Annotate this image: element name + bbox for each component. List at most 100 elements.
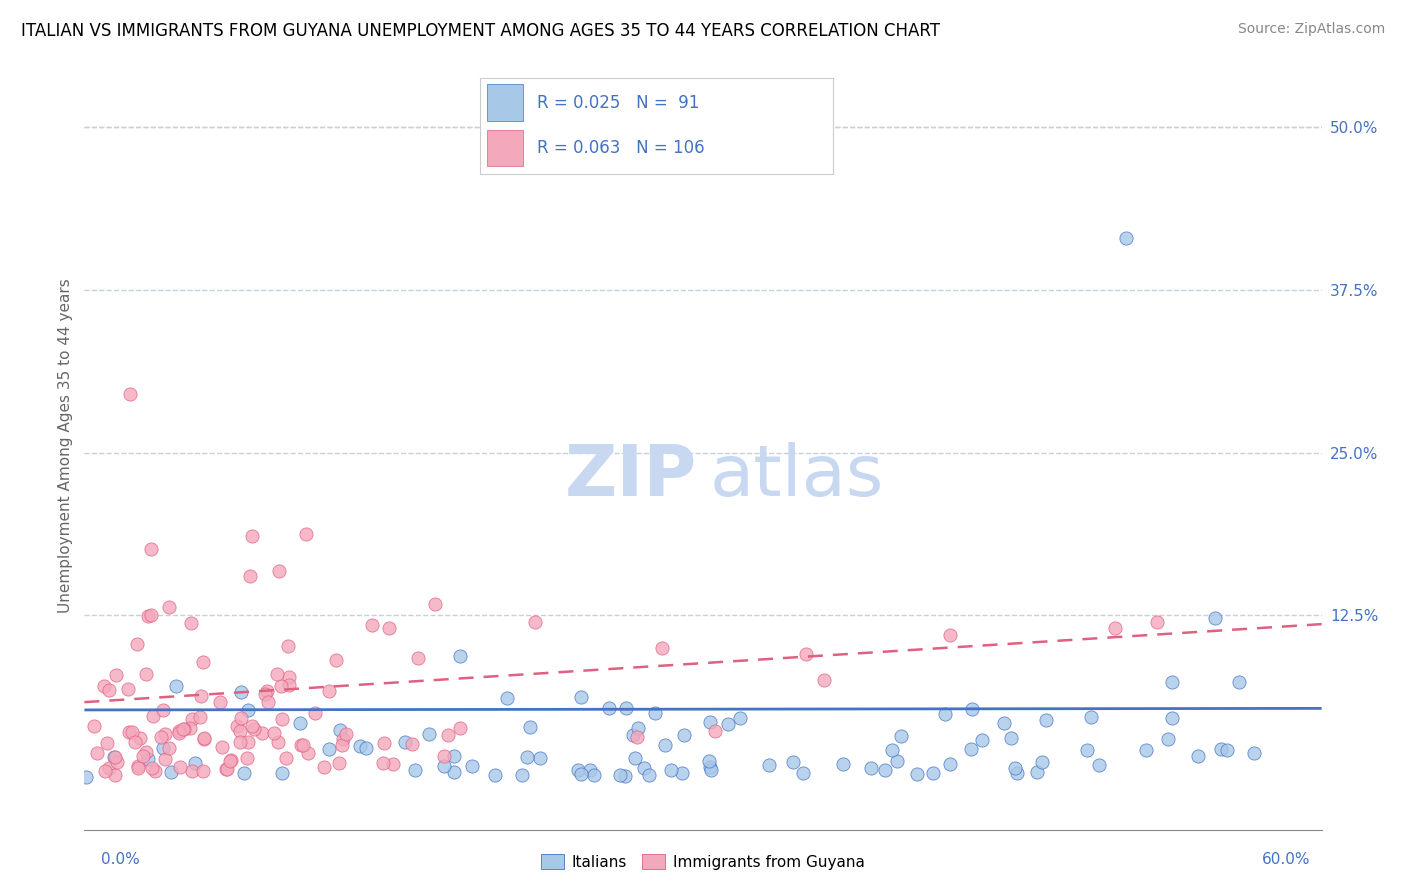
Point bbox=[172, 722, 194, 736]
Point bbox=[136, 608, 159, 623]
Point bbox=[1005, 766, 1028, 780]
Point bbox=[1227, 675, 1250, 690]
Point bbox=[443, 749, 465, 764]
Point bbox=[219, 754, 242, 768]
Point bbox=[269, 564, 291, 578]
Point bbox=[318, 742, 340, 756]
Point bbox=[267, 735, 290, 749]
Point bbox=[277, 671, 299, 685]
Point bbox=[1104, 621, 1126, 635]
Point bbox=[633, 760, 655, 774]
Point bbox=[150, 730, 173, 744]
Point bbox=[1146, 615, 1168, 629]
Point bbox=[404, 764, 426, 778]
Text: Source: ZipAtlas.com: Source: ZipAtlas.com bbox=[1237, 22, 1385, 37]
Point bbox=[155, 727, 177, 741]
Point bbox=[401, 737, 423, 751]
Point bbox=[257, 696, 280, 710]
Point bbox=[153, 752, 176, 766]
Point bbox=[627, 721, 650, 735]
Point bbox=[873, 764, 896, 778]
Point bbox=[128, 731, 150, 746]
Point bbox=[349, 739, 371, 754]
Point bbox=[1135, 743, 1157, 757]
Point bbox=[292, 739, 315, 753]
Point bbox=[626, 731, 648, 745]
Point bbox=[152, 740, 174, 755]
Point bbox=[792, 766, 814, 780]
Text: ZIP: ZIP bbox=[565, 442, 697, 511]
Point bbox=[169, 726, 191, 740]
Point bbox=[226, 719, 249, 733]
Point bbox=[229, 735, 252, 749]
Point bbox=[117, 682, 139, 697]
Point bbox=[142, 708, 165, 723]
Point bbox=[330, 738, 353, 752]
Point bbox=[270, 679, 292, 693]
Point bbox=[567, 763, 589, 777]
Point bbox=[832, 757, 855, 772]
Point bbox=[1216, 743, 1239, 757]
Point bbox=[229, 724, 252, 739]
Point bbox=[583, 768, 606, 782]
Point bbox=[239, 568, 262, 582]
Point bbox=[127, 761, 149, 775]
Point bbox=[644, 706, 666, 720]
Point bbox=[193, 731, 215, 745]
Point bbox=[623, 727, 645, 741]
Point bbox=[277, 639, 299, 653]
Point bbox=[1076, 742, 1098, 756]
Point bbox=[173, 723, 195, 737]
Point bbox=[437, 728, 460, 742]
Point bbox=[294, 527, 316, 541]
Point bbox=[461, 759, 484, 773]
Point bbox=[83, 719, 105, 733]
Point bbox=[794, 647, 817, 661]
Point bbox=[271, 765, 294, 780]
Point bbox=[700, 764, 723, 778]
Point bbox=[127, 759, 149, 773]
Point bbox=[1160, 674, 1182, 689]
Point bbox=[361, 618, 384, 632]
Point bbox=[312, 760, 335, 774]
Point bbox=[121, 724, 143, 739]
Point bbox=[880, 743, 903, 757]
Point bbox=[569, 767, 592, 781]
Point bbox=[266, 667, 288, 681]
Point bbox=[243, 723, 266, 737]
Point bbox=[104, 668, 127, 682]
Point bbox=[105, 755, 128, 769]
Point bbox=[659, 763, 682, 777]
Point bbox=[598, 701, 620, 715]
Point bbox=[449, 649, 471, 664]
Point bbox=[124, 735, 146, 749]
Point bbox=[180, 764, 202, 778]
Point bbox=[654, 738, 676, 752]
Point bbox=[229, 711, 252, 725]
Point bbox=[1204, 611, 1226, 625]
Point bbox=[529, 751, 551, 765]
Point bbox=[1088, 758, 1111, 772]
Point bbox=[250, 726, 273, 740]
Point bbox=[1000, 731, 1022, 746]
Point bbox=[921, 765, 943, 780]
Point bbox=[169, 724, 191, 739]
Point bbox=[1157, 731, 1180, 746]
Point bbox=[139, 608, 162, 623]
Point bbox=[624, 751, 647, 765]
Point bbox=[98, 761, 121, 775]
Point bbox=[354, 740, 377, 755]
Point bbox=[183, 756, 205, 770]
Point bbox=[418, 727, 440, 741]
Point bbox=[232, 765, 254, 780]
Point bbox=[304, 706, 326, 721]
Point bbox=[609, 768, 631, 782]
Point bbox=[215, 763, 238, 777]
Point bbox=[135, 667, 157, 681]
Point bbox=[75, 770, 97, 784]
Point bbox=[1209, 741, 1232, 756]
Point bbox=[1161, 711, 1184, 725]
Point bbox=[813, 673, 835, 687]
Point bbox=[325, 653, 347, 667]
Point bbox=[328, 756, 350, 771]
